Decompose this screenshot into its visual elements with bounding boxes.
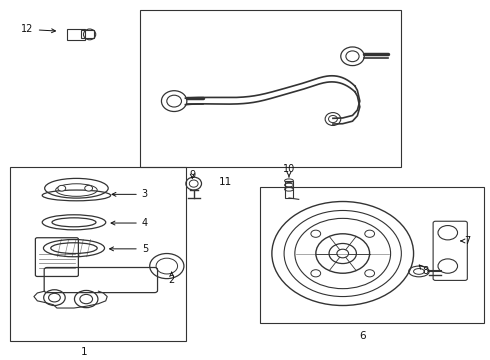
Circle shape: [85, 185, 93, 191]
Text: 12: 12: [22, 24, 55, 35]
Bar: [81, 31, 94, 39]
Text: 9: 9: [189, 170, 196, 180]
Text: 11: 11: [219, 177, 232, 187]
Bar: [140, 10, 401, 167]
Text: 5: 5: [110, 244, 148, 254]
Text: 2: 2: [169, 272, 175, 285]
Bar: [260, 187, 485, 323]
Text: 1: 1: [80, 347, 87, 357]
Text: 6: 6: [359, 331, 366, 341]
Bar: [10, 167, 186, 341]
Circle shape: [58, 185, 66, 191]
Text: 3: 3: [112, 189, 148, 199]
Text: 10: 10: [283, 164, 295, 177]
Bar: [67, 30, 85, 40]
Text: 7: 7: [461, 236, 470, 246]
Bar: [285, 181, 293, 198]
Text: 8: 8: [419, 265, 429, 276]
Text: 4: 4: [111, 218, 148, 228]
